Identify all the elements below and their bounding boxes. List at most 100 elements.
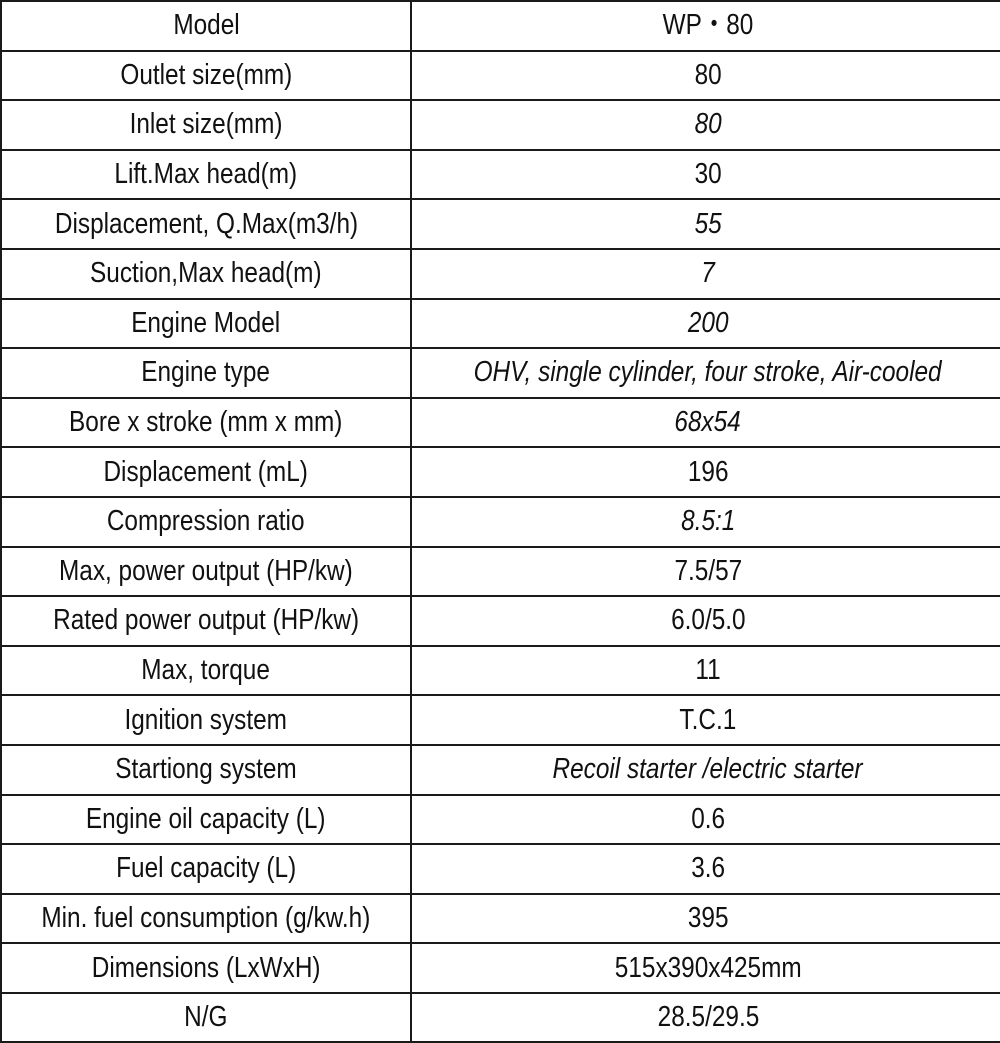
spec-row: Model WP・80: [0, 0, 1000, 52]
spec-label: Engine type: [141, 356, 271, 389]
spec-label-cell: Bore x stroke (mm x mm): [0, 396, 412, 449]
spec-label-cell: Model: [0, 0, 412, 52]
spec-label-cell: Dimensions (LxWxH): [0, 942, 412, 994]
spec-value: 8.5:1: [680, 505, 736, 538]
spec-label: Compression ratio: [107, 505, 305, 538]
spec-value-cell: 55: [410, 198, 1000, 250]
spec-value-cell: T.C.1: [410, 694, 1000, 746]
spec-label: Inlet size(mm): [129, 108, 283, 141]
spec-row: Suction,Max head(m) 7: [0, 247, 1000, 300]
spec-value-cell: WP・80: [410, 0, 1000, 52]
spec-value-cell: 80: [410, 99, 1000, 151]
spec-row: Inlet size(mm) 80: [0, 99, 1000, 151]
spec-value: 0.6: [691, 802, 725, 835]
spec-label: N/G: [184, 1001, 228, 1034]
spec-label: Bore x stroke (mm x mm): [69, 406, 343, 439]
spec-label-cell: N/G: [0, 991, 412, 1043]
spec-value-cell: 68x54: [410, 396, 1000, 449]
spec-row: Displacement (mL) 196: [0, 446, 1000, 498]
spec-label: Ignition system: [124, 703, 288, 736]
spec-value-cell: 3.6: [410, 843, 1000, 895]
spec-value-cell: 395: [410, 892, 1000, 945]
spec-value: 3.6: [691, 852, 725, 885]
spec-value-cell: 28.5/29.5: [410, 991, 1000, 1043]
spec-value: WP・80: [662, 9, 754, 42]
spec-value-cell: 0.6: [410, 793, 1000, 846]
spec-value: 80: [694, 58, 722, 91]
spec-label-cell: Max, power output (HP/kw): [0, 545, 412, 598]
spec-label: Suction,Max head(m): [90, 257, 322, 290]
spec-row: Max, power output (HP/kw) 7.5/57: [0, 545, 1000, 598]
spec-value-cell: Recoil starter /electric starter: [410, 743, 1000, 796]
spec-label: Displacement (mL): [103, 455, 309, 488]
spec-value: OHV, single cylinder, four stroke, Air-c…: [473, 356, 943, 389]
spec-label-cell: Engine type: [0, 347, 412, 399]
spec-row: Lift.Max head(m) 30: [0, 148, 1000, 201]
spec-value-cell: 7.5/57: [410, 545, 1000, 598]
spec-value: 6.0/5.0: [670, 604, 746, 637]
spec-row: Max, torque 11: [0, 644, 1000, 697]
spec-value-cell: OHV, single cylinder, four stroke, Air-c…: [410, 347, 1000, 399]
spec-value: 11: [695, 654, 721, 687]
spec-value-cell: 8.5:1: [410, 495, 1000, 548]
spec-value-cell: 515x390x425mm: [410, 942, 1000, 994]
spec-label: Fuel capacity (L): [115, 852, 297, 885]
spec-value: T.C.1: [679, 703, 737, 736]
spec-label-cell: Engine oil capacity (L): [0, 793, 412, 846]
spec-value-cell: 30: [410, 148, 1000, 201]
spec-row: Displacement, Q.Max(m3/h) 55: [0, 198, 1000, 250]
spec-label-cell: Displacement (mL): [0, 446, 412, 498]
spec-label-cell: Min. fuel consumption (g/kw.h): [0, 892, 412, 945]
spec-label-cell: Engine Model: [0, 297, 412, 350]
spec-row: Ignition system T.C.1: [0, 694, 1000, 746]
spec-label: Rated power output (HP/kw): [53, 604, 359, 637]
spec-value: 28.5/29.5: [657, 1001, 759, 1034]
spec-value: 200: [687, 306, 729, 339]
spec-row: Compression ratio 8.5:1: [0, 495, 1000, 548]
spec-label: Max, power output (HP/kw): [59, 554, 353, 587]
spec-label: Displacement, Q.Max(m3/h): [54, 207, 358, 240]
spec-value-cell: 80: [410, 49, 1000, 102]
spec-label: Startiong system: [115, 753, 297, 786]
spec-label-cell: Startiong system: [0, 743, 412, 796]
spec-row: Rated power output (HP/kw) 6.0/5.0: [0, 595, 1000, 647]
spec-label-cell: Lift.Max head(m): [0, 148, 412, 201]
spec-value: 68x54: [674, 406, 742, 439]
spec-label-cell: Max, torque: [0, 644, 412, 697]
spec-value: 395: [687, 901, 729, 934]
spec-row: Startiong system Recoil starter /electric…: [0, 743, 1000, 796]
spec-row: Fuel capacity (L) 3.6: [0, 843, 1000, 895]
spec-label-cell: Inlet size(mm): [0, 99, 412, 151]
spec-label-cell: Compression ratio: [0, 495, 412, 548]
spec-value: 80: [694, 108, 722, 141]
spec-row: Dimensions (LxWxH) 515x390x425mm: [0, 942, 1000, 994]
spec-value: 55: [694, 207, 722, 240]
spec-row: N/G 28.5/29.5: [0, 991, 1000, 1043]
spec-value-cell: 6.0/5.0: [410, 595, 1000, 647]
spec-label: Dimensions (LxWxH): [91, 951, 321, 984]
spec-label: Max, torque: [141, 654, 271, 687]
spec-row: Bore x stroke (mm x mm) 68x54: [0, 396, 1000, 449]
spec-row: Engine Model 200: [0, 297, 1000, 350]
spec-value-cell: 196: [410, 446, 1000, 498]
spec-value: 515x390x425mm: [614, 951, 802, 984]
spec-label: Lift.Max head(m): [114, 158, 298, 191]
spec-label-cell: Rated power output (HP/kw): [0, 595, 412, 647]
spec-value-cell: 11: [410, 644, 1000, 697]
spec-label-cell: Fuel capacity (L): [0, 843, 412, 895]
spec-label-cell: Displacement, Q.Max(m3/h): [0, 198, 412, 250]
spec-value-cell: 7: [410, 247, 1000, 300]
spec-value: 196: [687, 455, 729, 488]
spec-row: Min. fuel consumption (g/kw.h) 395: [0, 892, 1000, 945]
spec-value: 30: [694, 158, 722, 191]
spec-label: Engine oil capacity (L): [86, 802, 326, 835]
spec-row: Engine oil capacity (L) 0.6: [0, 793, 1000, 846]
spec-label-cell: Ignition system: [0, 694, 412, 746]
spec-value-cell: 200: [410, 297, 1000, 350]
spec-row: Engine type OHV, single cylinder, four st…: [0, 347, 1000, 399]
spec-value: Recoil starter /electric starter: [552, 753, 863, 786]
spec-value: 7.5/57: [674, 554, 742, 587]
spec-label: Outlet size(mm): [120, 58, 292, 91]
